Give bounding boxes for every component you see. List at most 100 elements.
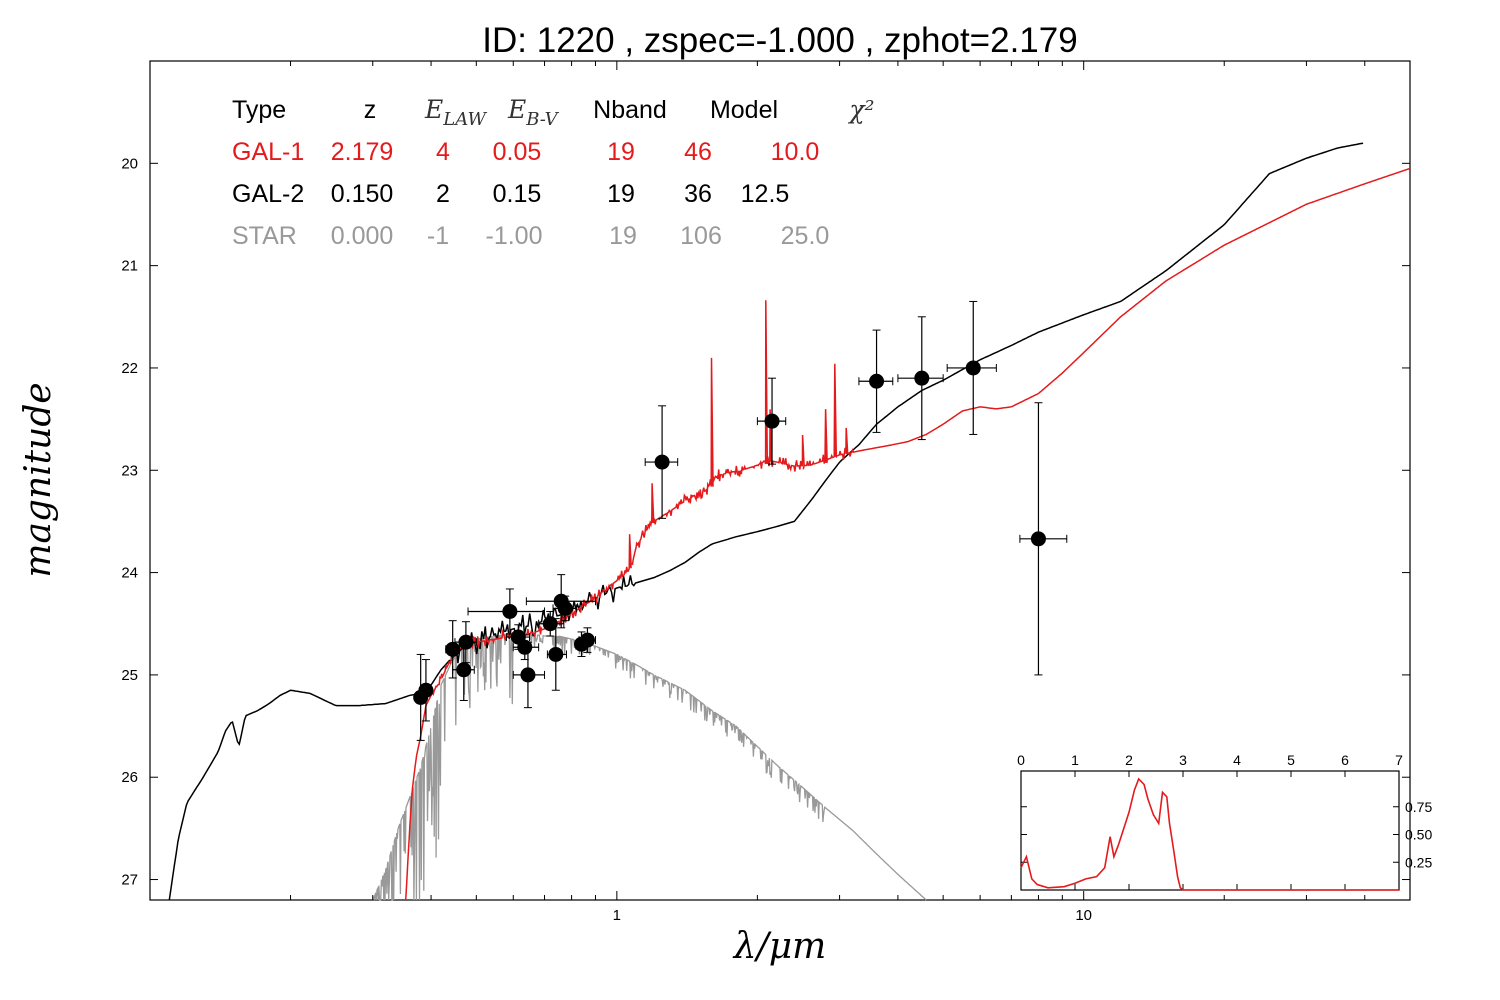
photometry-marker bbox=[557, 600, 573, 616]
table-cell-gal-1: 2.179 bbox=[331, 138, 394, 166]
table-cell-star: -1 bbox=[427, 222, 449, 250]
y-tick-label: 23 bbox=[121, 462, 138, 479]
table-header-nband: Nband bbox=[593, 96, 667, 124]
gal1-model-line bbox=[404, 167, 1410, 901]
y-tick-label: 26 bbox=[121, 769, 138, 786]
photometry-point bbox=[454, 621, 477, 664]
photometry-marker bbox=[965, 360, 981, 376]
y-tick-label: 22 bbox=[121, 360, 138, 377]
photometry-marker bbox=[764, 413, 780, 429]
photometry-point bbox=[512, 641, 546, 709]
plot-frame bbox=[149, 60, 1411, 901]
photometry-marker bbox=[1030, 531, 1046, 547]
table-cell-gal-2: 2 bbox=[436, 180, 450, 208]
photometry-point bbox=[546, 618, 567, 691]
table-header-ebv-main: E bbox=[507, 95, 526, 124]
x-axis-ticks: 1 10 bbox=[149, 61, 1411, 924]
table-header-z: z bbox=[364, 96, 377, 124]
y-tick-label: 24 bbox=[121, 565, 138, 582]
chart-title: ID: 1220 , zspec=-1.000 , zphot=2.179 bbox=[482, 21, 1077, 60]
inset-x-tick-label: 1 bbox=[1071, 752, 1079, 768]
photometry-point bbox=[946, 300, 997, 435]
table-cell-gal-1: 4 bbox=[436, 138, 450, 166]
inset-x-tick-label: 4 bbox=[1233, 752, 1241, 768]
photometry-marker bbox=[520, 667, 536, 683]
photometry-marker bbox=[548, 646, 564, 662]
photometry-marker bbox=[418, 682, 434, 698]
x-tick-label: 10 bbox=[1075, 907, 1092, 924]
gal1-model-layer bbox=[404, 167, 1410, 901]
table-cell-gal-2: 0.150 bbox=[331, 180, 394, 208]
table-header-elaw-main: E bbox=[424, 95, 443, 124]
photometry-marker bbox=[456, 662, 472, 678]
photometry-point bbox=[578, 627, 596, 653]
photometry-marker bbox=[502, 603, 518, 619]
table-cell-gal-2: 36 bbox=[684, 180, 712, 208]
table-cell-star: STAR bbox=[232, 222, 297, 250]
table-header-chi2: χ² bbox=[847, 95, 874, 124]
inset-y-tick-label: 0.50 bbox=[1405, 827, 1432, 843]
photometry-marker bbox=[445, 641, 461, 657]
inset-y-tick-label: 0.25 bbox=[1405, 854, 1432, 870]
inset-x-tick-label: 3 bbox=[1179, 752, 1187, 768]
photometry-point bbox=[756, 377, 787, 465]
photometry-point bbox=[644, 405, 679, 519]
table-header-ebv: EB-V bbox=[507, 95, 560, 130]
table-header-type: Type bbox=[232, 96, 286, 124]
table-cell-star: 106 bbox=[680, 222, 722, 250]
table-header-elaw-sub: LAW bbox=[442, 109, 487, 130]
x-axis-label: λ/μm bbox=[732, 926, 826, 967]
y-tick-label: 25 bbox=[121, 667, 138, 684]
table-cell-gal-2: 0.15 bbox=[493, 180, 542, 208]
table-cell-gal-2: GAL-2 bbox=[232, 180, 304, 208]
photometry-point bbox=[525, 574, 596, 629]
table-cell-gal-1: GAL-1 bbox=[232, 138, 304, 166]
photometry-marker bbox=[542, 616, 558, 632]
photometry-point bbox=[445, 620, 461, 679]
table-cell-gal-2: 19 bbox=[607, 180, 635, 208]
photometry-marker bbox=[869, 373, 885, 389]
inset-x-tick-label: 5 bbox=[1287, 752, 1295, 768]
table-cell-gal-1: 46 bbox=[684, 138, 712, 166]
y-tick-label: 21 bbox=[121, 258, 138, 275]
photometry-marker bbox=[914, 370, 930, 386]
photometry-point bbox=[467, 588, 546, 635]
inset-x-tick-label: 2 bbox=[1125, 752, 1133, 768]
table-cell-star: 0.000 bbox=[331, 222, 394, 250]
table-cell-gal-1: 19 bbox=[607, 138, 635, 166]
photometry-marker bbox=[458, 634, 474, 650]
star-model-line bbox=[372, 633, 927, 901]
inset-x-tick-label: 0 bbox=[1017, 752, 1025, 768]
photometry-layer bbox=[413, 300, 1068, 741]
photometry-point bbox=[858, 329, 894, 433]
inset-x-tick-label: 7 bbox=[1395, 752, 1403, 768]
table-header-elaw: ELAW bbox=[424, 95, 487, 130]
table-header-model: Model bbox=[710, 96, 778, 124]
inset-pdz-line bbox=[1020, 777, 1399, 891]
photometry-point bbox=[897, 316, 944, 441]
photometry-point bbox=[418, 659, 434, 722]
photometry-point bbox=[1019, 402, 1068, 676]
x-tick-label: 1 bbox=[613, 907, 621, 924]
photometry-marker bbox=[579, 632, 595, 648]
photometry-point bbox=[552, 595, 578, 622]
y-tick-label: 27 bbox=[121, 872, 138, 889]
pdz-inset: 0 1 2 3 4 5 6 7 0.25 0.50 0.75 bbox=[1017, 752, 1432, 891]
y-axis-label: magnitude bbox=[18, 382, 59, 577]
table-header-ebv-sub: B-V bbox=[525, 109, 559, 130]
table-cell-star: -1.00 bbox=[486, 222, 543, 250]
y-tick-label: 20 bbox=[121, 155, 138, 172]
gal2-model-layer bbox=[168, 142, 1364, 901]
inset-frame bbox=[1020, 770, 1400, 891]
inset-x-tick-label: 6 bbox=[1341, 752, 1349, 768]
table-cell-gal-2: 12.5 bbox=[741, 180, 790, 208]
table-cell-star: 19 bbox=[609, 222, 637, 250]
table-cell-gal-1: 0.05 bbox=[493, 138, 542, 166]
table-cell-star: 25.0 bbox=[781, 222, 830, 250]
inset-y-tick-label: 0.75 bbox=[1405, 799, 1432, 815]
photometry-marker bbox=[654, 454, 670, 470]
table-cell-gal-1: 10.0 bbox=[771, 138, 820, 166]
